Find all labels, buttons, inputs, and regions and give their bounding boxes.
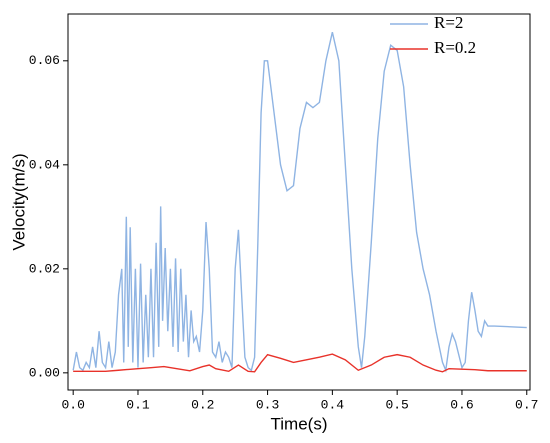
x-tick-label: 0.5 xyxy=(385,397,408,412)
x-tick-label: 0.2 xyxy=(191,397,214,412)
x-tick-label: 0.7 xyxy=(515,397,538,412)
y-tick-label: 0.04 xyxy=(29,157,60,172)
y-tick-label: 0.00 xyxy=(29,365,60,380)
x-tick-label: 0.6 xyxy=(450,397,473,412)
x-tick-label: 0.4 xyxy=(321,397,345,412)
x-tick-label: 0.1 xyxy=(126,397,150,412)
series-line xyxy=(73,353,527,373)
y-tick-label: 0.06 xyxy=(29,53,60,68)
series-line xyxy=(72,32,527,373)
y-axis-label: Velocity(m/s) xyxy=(9,153,28,250)
y-tick-label: 0.02 xyxy=(29,261,60,276)
legend-label: R=2 xyxy=(434,13,463,32)
legend-label: R=0.2 xyxy=(434,38,476,57)
x-tick-label: 0.0 xyxy=(61,397,84,412)
x-axis-label: Time(s) xyxy=(271,414,328,433)
plot-frame xyxy=(67,13,531,391)
x-tick-label: 0.3 xyxy=(256,397,279,412)
